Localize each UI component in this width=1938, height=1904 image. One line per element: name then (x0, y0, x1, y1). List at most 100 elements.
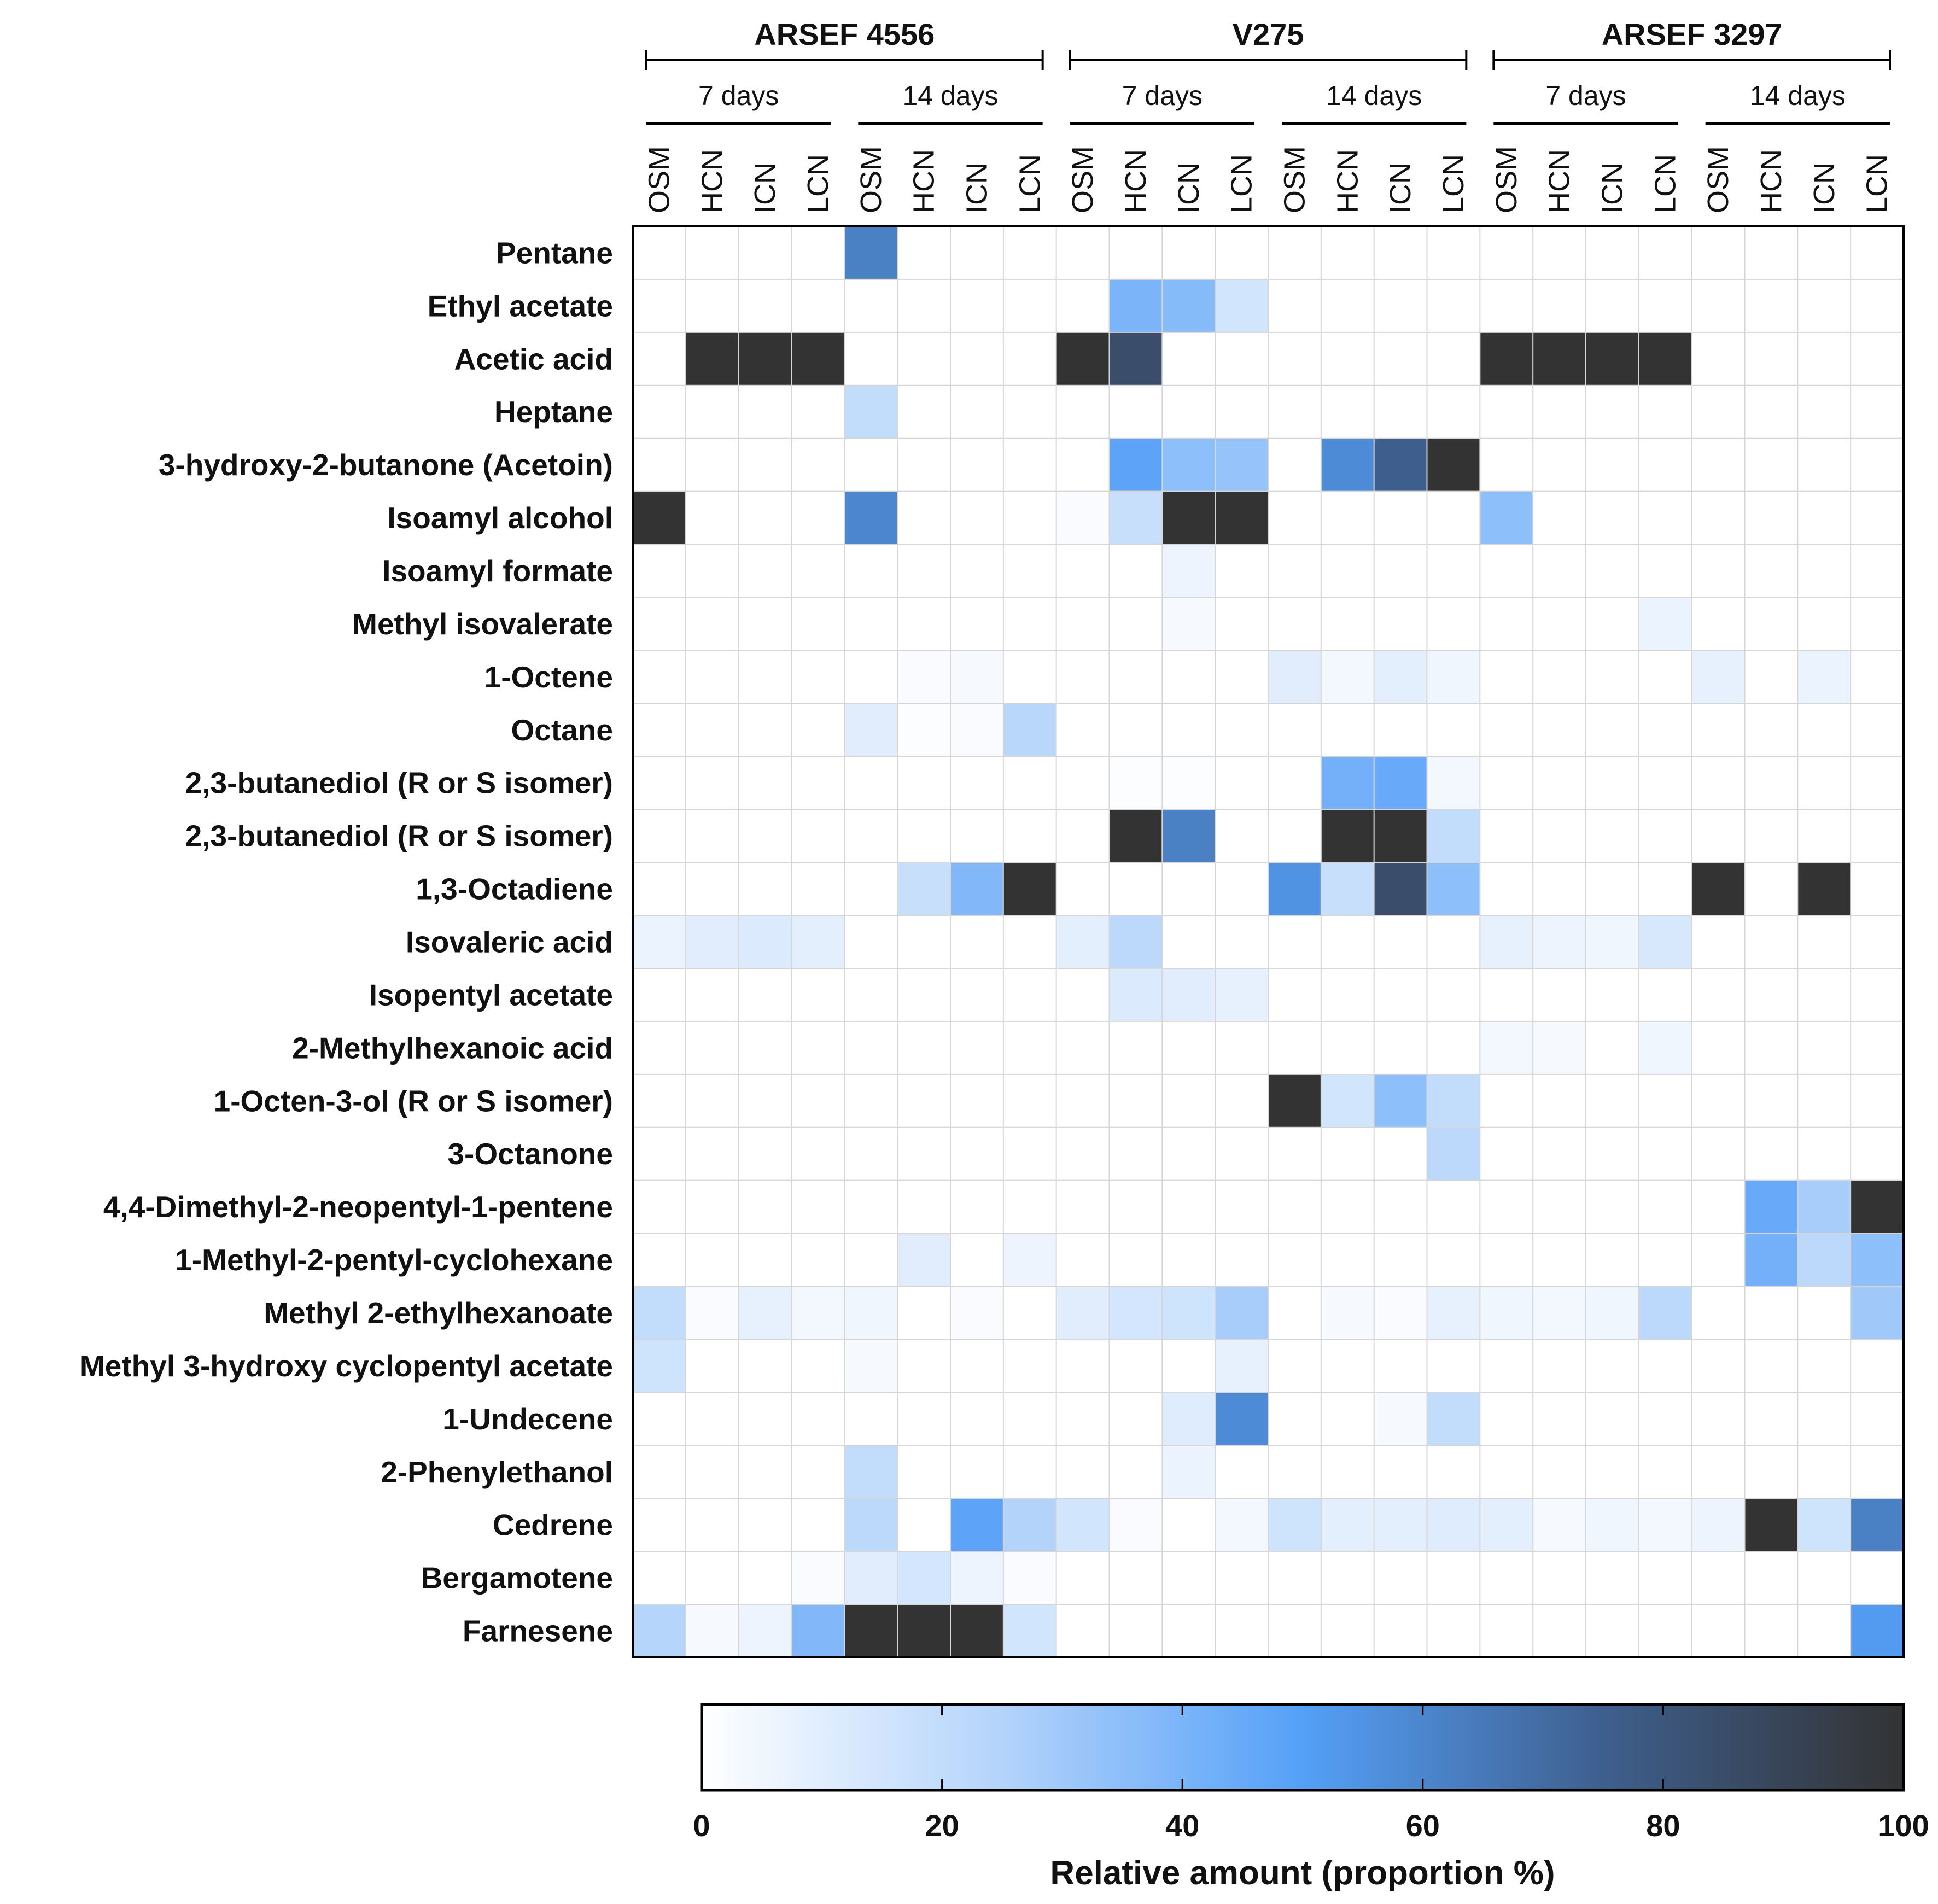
heatmap-cell (633, 438, 686, 492)
condition-label: ICN (749, 162, 781, 213)
heatmap-cell (1268, 1339, 1322, 1393)
heatmap-cell (685, 1392, 739, 1446)
heatmap-cell (897, 1127, 951, 1181)
heatmap-cell (950, 1551, 1004, 1605)
heatmap-cell (738, 650, 792, 704)
heatmap-cell (897, 1180, 951, 1234)
heatmap-cell (1851, 226, 1904, 280)
heatmap-cell (897, 1551, 951, 1605)
heatmap-cell (897, 1074, 951, 1128)
heatmap-cell (1744, 1074, 1798, 1128)
heatmap-cell (1003, 1445, 1057, 1499)
heatmap-cell (1586, 491, 1639, 545)
heatmap-cell (1003, 438, 1057, 492)
heatmap-cell (1162, 1498, 1216, 1552)
heatmap-cell (791, 1445, 845, 1499)
period-label: 7 days (1122, 80, 1203, 111)
heatmap-cell (1851, 968, 1904, 1022)
heatmap-cell (1427, 385, 1480, 439)
heatmap-cell (1586, 332, 1639, 386)
heatmap-cell (1533, 915, 1586, 969)
row-label: Octane (511, 713, 613, 747)
heatmap-cell (1109, 1074, 1163, 1128)
heatmap-cell (1162, 1233, 1216, 1287)
condition-label: OSM (643, 146, 675, 213)
heatmap-cell (897, 1021, 951, 1075)
condition-label: OSM (855, 146, 888, 213)
heatmap-cell (1797, 1233, 1851, 1287)
heatmap-cell (791, 1392, 845, 1446)
heatmap-cell (685, 968, 739, 1022)
heatmap-cell (1480, 226, 1533, 280)
heatmap-cell (1480, 1021, 1533, 1075)
heatmap-cell (1215, 703, 1269, 757)
heatmap-cell (1109, 1604, 1163, 1658)
heatmap-cell (1638, 1498, 1692, 1552)
heatmap-cell (1321, 385, 1375, 439)
heatmap-cell (1003, 809, 1057, 863)
heatmap-cell (685, 1233, 739, 1287)
row-label: Acetic acid (454, 342, 613, 376)
heatmap-cell (633, 226, 686, 280)
heatmap-cell (1797, 1339, 1851, 1393)
heatmap-cell (844, 597, 898, 651)
heatmap-cell (1744, 1021, 1798, 1075)
condition-label: ICN (1172, 162, 1205, 213)
heatmap-cell (950, 438, 1004, 492)
heatmap-cell (1427, 968, 1480, 1022)
heatmap-cell (1321, 332, 1375, 386)
heatmap-cell (1691, 756, 1745, 810)
heatmap-cell (1109, 650, 1163, 704)
heatmap-cell (1480, 279, 1533, 333)
heatmap-cell (1480, 1392, 1533, 1446)
heatmap-cell (1321, 1604, 1375, 1658)
heatmap-cell (1321, 279, 1375, 333)
heatmap-cell (1638, 491, 1692, 545)
heatmap-cell (685, 1445, 739, 1499)
condition-label: OSM (1702, 146, 1735, 213)
heatmap-cell (1851, 279, 1904, 333)
heatmap-cell (1374, 1498, 1427, 1552)
heatmap-cell (1797, 1445, 1851, 1499)
heatmap-cell (1003, 226, 1057, 280)
row-label: Methyl 3-hydroxy cyclopentyl acetate (80, 1349, 613, 1383)
heatmap-cell (1797, 491, 1851, 545)
heatmap-cell (1480, 650, 1533, 704)
heatmap-cell (1797, 1021, 1851, 1075)
condition-label: HCN (1543, 149, 1576, 213)
heatmap-cell (1480, 1286, 1533, 1340)
heatmap-cell (1638, 1233, 1692, 1287)
heatmap-cell (1215, 862, 1269, 916)
heatmap-cell (1744, 915, 1798, 969)
heatmap-cell (1638, 1551, 1692, 1605)
strain-label: ARSEF 3297 (1602, 17, 1782, 51)
heatmap-cell (1003, 756, 1057, 810)
heatmap-cell (1003, 1551, 1057, 1605)
heatmap-cell (1851, 703, 1904, 757)
heatmap-cell (1321, 491, 1375, 545)
heatmap-cell (1480, 915, 1533, 969)
heatmap-cell (1109, 491, 1163, 545)
heatmap-cell (1691, 1339, 1745, 1393)
heatmap-cell (1056, 597, 1110, 651)
heatmap-cell (633, 1286, 686, 1340)
heatmap-cell (1797, 279, 1851, 333)
heatmap-cell (1533, 862, 1586, 916)
heatmap-cell (844, 650, 898, 704)
heatmap-cell (1321, 1021, 1375, 1075)
row-label: 1-Undecene (442, 1402, 613, 1436)
heatmap-cell (950, 1286, 1004, 1340)
heatmap-cell (1691, 1604, 1745, 1658)
heatmap-cell (1586, 968, 1639, 1022)
heatmap-cell (1109, 915, 1163, 969)
heatmap-cell (1109, 1498, 1163, 1552)
row-label: 3-hydroxy-2-butanone (Acetoin) (159, 448, 613, 482)
heatmap-cell (1268, 226, 1322, 280)
heatmap-cell (1851, 1233, 1904, 1287)
heatmap-cell (1056, 915, 1110, 969)
heatmap-cell (1374, 544, 1427, 598)
heatmap-cell (1374, 1445, 1427, 1499)
heatmap-cell (1638, 915, 1692, 969)
heatmap-cell (1003, 650, 1057, 704)
heatmap-cell (1003, 703, 1057, 757)
